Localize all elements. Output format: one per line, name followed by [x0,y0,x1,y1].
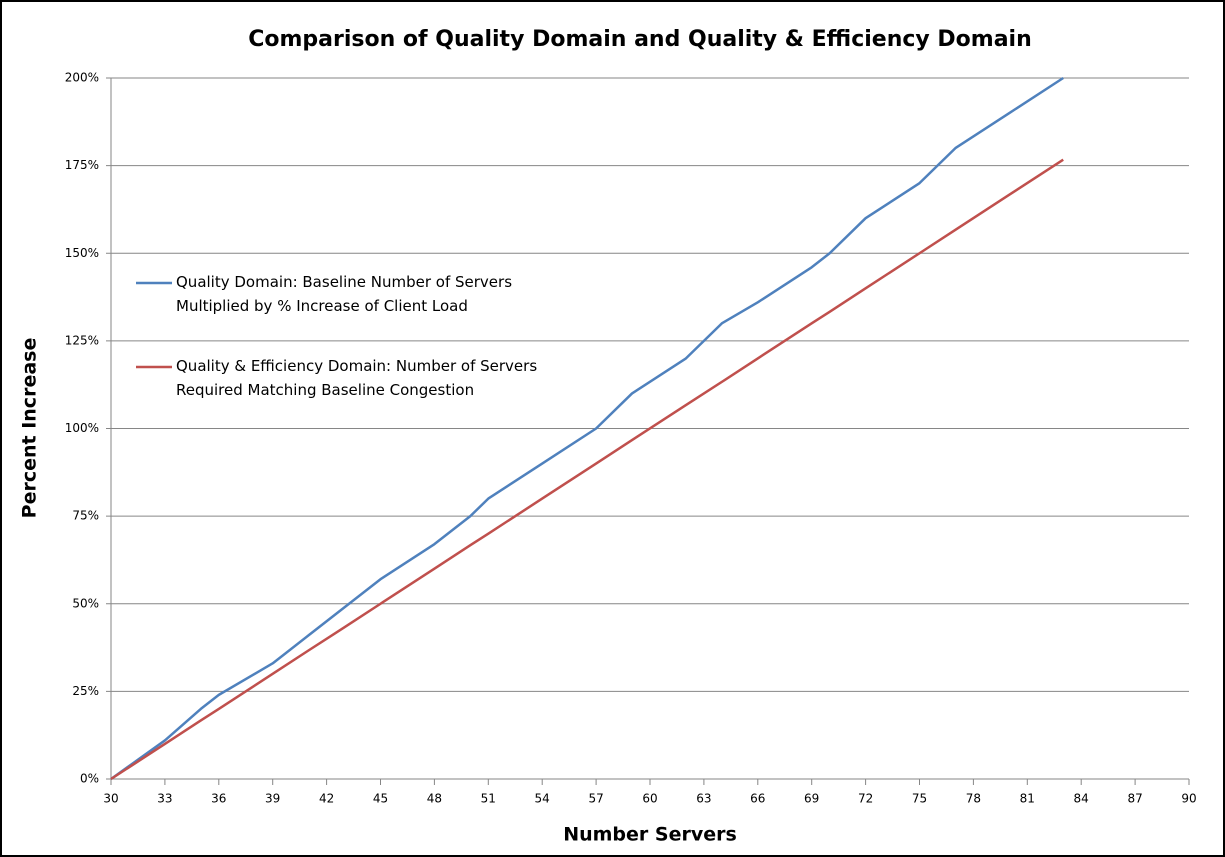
x-tick-label: 30 [103,792,118,806]
y-tick-label: 125% [65,333,99,347]
y-axis-title: Percent Increase [19,338,41,519]
x-tick-label: 48 [427,792,442,806]
y-tick-label: 75% [72,509,99,523]
x-tick-label: 81 [1020,792,1035,806]
x-tick-label: 54 [535,792,550,806]
x-tick-label: 39 [265,792,280,806]
legend-entry: Quality Domain: Baseline Number of Serve… [176,273,513,315]
x-tick-label: 45 [373,792,388,806]
x-tick-label: 36 [211,792,226,806]
x-tick-label: 42 [319,792,334,806]
x-tick-label: 90 [1181,792,1196,806]
y-tick-label: 200% [65,71,99,85]
y-tick-label: 50% [72,596,99,610]
x-tick-label: 57 [588,792,603,806]
legend-label: Quality & Efficiency Domain: Number of S… [176,357,538,399]
x-tick-label: 33 [157,792,172,806]
chart-title: Comparison of Quality Domain and Quality… [248,27,1032,52]
x-tick-label: 84 [1074,792,1089,806]
y-tick-label: 100% [65,421,99,435]
x-axis-title: Number Servers [563,824,737,846]
x-tick-label: 87 [1127,792,1142,806]
legend-entry: Quality & Efficiency Domain: Number of S… [176,357,538,399]
x-tick-label: 66 [750,792,765,806]
legend-label: Quality Domain: Baseline Number of Serve… [176,273,513,315]
y-tick-label: 25% [72,684,99,698]
x-tick-label: 69 [804,792,819,806]
x-tick-label: 78 [966,792,981,806]
series-line [110,158,1064,781]
x-tick-label: 72 [858,792,873,806]
x-tick-label: 75 [912,792,927,806]
y-tick-label: 0% [80,772,99,786]
x-tick-label: 60 [642,792,657,806]
x-tick-label: 63 [696,792,711,806]
series-line [110,76,1064,781]
x-tick-label: 51 [481,792,496,806]
y-tick-label: 175% [65,158,99,172]
y-tick-label: 150% [65,246,99,260]
